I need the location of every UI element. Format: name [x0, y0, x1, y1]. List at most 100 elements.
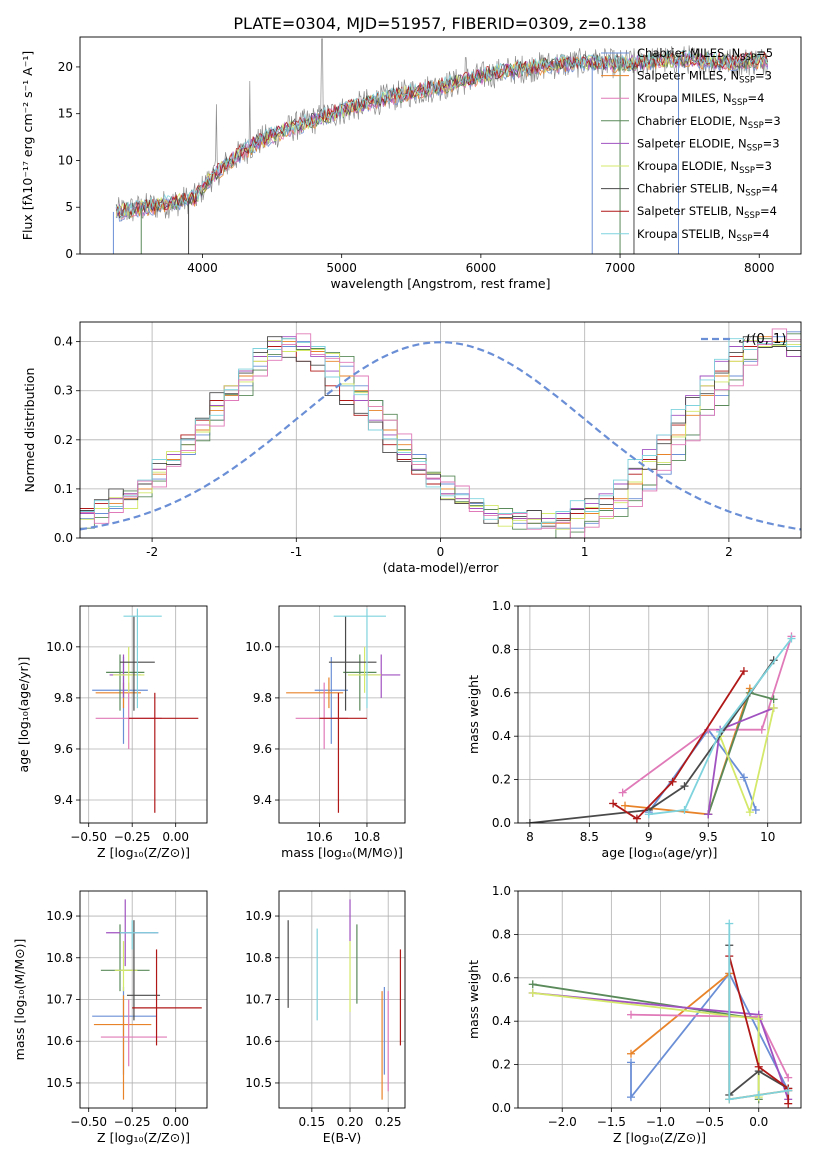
plus-marker	[528, 980, 537, 989]
plot-area	[279, 891, 405, 1108]
plus-marker	[784, 1086, 793, 1095]
spectrum-model-3	[115, 51, 768, 220]
errorbar-point	[319, 692, 367, 813]
x-axis-label: wavelength [Angstrom, rest frame]	[330, 276, 550, 291]
x-tick-label: 7000	[605, 261, 636, 275]
spectrum-model-9	[115, 49, 768, 218]
plus-marker	[627, 1010, 636, 1019]
errorbar-point	[286, 677, 344, 709]
y-axis-label: Normed distribution	[22, 368, 37, 493]
plus-marker	[680, 805, 689, 814]
plot-area	[279, 606, 405, 823]
plus-marker	[751, 805, 760, 814]
plus-marker	[621, 801, 630, 810]
y-tick-label: 0.2	[492, 1058, 511, 1072]
y-tick-label: 0.4	[54, 335, 73, 349]
spectrum-panel: 4000 5000 6000 7000 8000 0 5 10 15 20 wavelength […	[20, 36, 802, 291]
x-tick-label: −0.5	[695, 1115, 724, 1129]
y-tick-label: 9.4	[253, 793, 272, 807]
plus-marker	[627, 1049, 636, 1058]
x-tick-label: 9.5	[699, 830, 718, 844]
mass-weight-vs-age-panel: 8 8.5 9 9.5 10 0.0 0.2 0.4 0.6 0.8 1.0 age [log₁₀(a…	[466, 599, 802, 860]
errorbar-point	[126, 920, 161, 1021]
plus-marker	[618, 788, 627, 797]
residual-histogram-8	[80, 338, 801, 529]
x-axis-label: E(B-V)	[323, 1130, 362, 1145]
y-tick-label: 1.0	[492, 884, 511, 898]
x-tick-label: 10	[760, 830, 775, 844]
y-tick-label: 10.6	[245, 1034, 272, 1048]
plus-marker	[787, 634, 796, 643]
plus-marker	[680, 782, 689, 791]
errorbar-point	[128, 692, 199, 813]
errorbar-point	[328, 616, 377, 711]
x-tick-label: 0.25	[375, 1115, 402, 1129]
y-tick-label: 9.4	[54, 793, 73, 807]
y-tick-label: 10.0	[46, 640, 73, 654]
mass-weight-line-8	[612, 670, 745, 820]
errorbar-point	[113, 646, 145, 693]
plus-marker	[784, 1073, 793, 1082]
plus-marker	[627, 1093, 636, 1102]
residual-histogram-panel: -2 -1 0 1 2 0.0 0.1 0.2 0.3 0.4 (data-model)/error…	[22, 321, 802, 575]
y-tick-label: 10.0	[245, 640, 272, 654]
plus-marker	[632, 814, 641, 823]
mass-vs-ebv-panel: 0.15 0.20 0.25 10.5 10.6 10.7 10.8 10.9 E(B-V)	[245, 890, 406, 1145]
y-tick-label: 0.6	[492, 971, 511, 985]
plus-marker	[769, 695, 778, 704]
figure-title: PLATE=0304, MJD=51957, FIBERID=0309, z=0…	[233, 14, 646, 33]
y-tick-label: 10.5	[46, 1076, 73, 1090]
plus-marker	[725, 1095, 734, 1104]
y-tick-label: 0.0	[492, 816, 511, 830]
y-axis-label: mass weight	[466, 675, 481, 754]
legend-entry: Kroupa ELODIE, NSSP=3	[637, 159, 772, 176]
y-tick-label: 0.8	[492, 927, 511, 941]
errorbar-point	[347, 646, 382, 693]
axes-frame	[79, 321, 802, 539]
y-tick-label: 10.9	[46, 909, 73, 923]
y-tick-label: 0.2	[54, 433, 73, 447]
legend-entry: Kroupa STELIB, NSSP=4	[637, 227, 769, 244]
errorbar-point	[314, 657, 348, 744]
x-tick-label: −1.0	[646, 1115, 675, 1129]
x-tick-label: 5000	[326, 261, 357, 275]
y-tick-label: 10.6	[46, 1034, 73, 1048]
plus-marker	[704, 810, 713, 819]
x-tick-label: 0	[437, 545, 445, 559]
plus-marker	[754, 1090, 763, 1099]
x-tick-label: −0.50	[70, 1115, 107, 1129]
mass-weight-line-7	[529, 659, 775, 823]
plot-area	[112, 38, 768, 254]
x-tick-label: −0.50	[70, 830, 107, 844]
x-tick-label: 4000	[187, 261, 218, 275]
mass-vs-metallicity-panel: −0.50 −0.25 0.00 10.5 10.6 10.7 10.8 10.9 Z [log…	[12, 890, 208, 1145]
x-axis-label: Z [log₁₀(Z/Z⊙)]	[97, 1130, 190, 1145]
axes-frame	[517, 605, 802, 824]
x-tick-label: 10.8	[354, 830, 381, 844]
plus-marker	[745, 808, 754, 817]
x-tick-label: 0.00	[162, 830, 189, 844]
y-tick-label: 0.4	[492, 1014, 511, 1028]
legend-entry: Salpeter ELODIE, NSSP=3	[637, 136, 780, 153]
x-tick-label: −2.0	[548, 1115, 577, 1129]
y-tick-label: 10.8	[245, 951, 272, 965]
x-axis-label: (data-model)/error	[383, 560, 500, 575]
age-vs-mass-panel: 10.6 10.8 9.4 9.6 9.8 10.0 mass [log₁₀(M/M⊙)]	[245, 605, 406, 860]
plus-marker	[769, 703, 778, 712]
plus-marker	[716, 727, 725, 736]
x-axis-label: Z [log₁₀(Z/Z⊙)]	[97, 845, 190, 860]
x-tick-label: 8.5	[580, 830, 599, 844]
x-tick-label: −1.5	[597, 1115, 626, 1129]
axes-frame	[517, 890, 802, 1109]
plot-area	[80, 606, 207, 823]
plus-marker	[668, 777, 677, 786]
legend-entry: 𝒩(0, 1)	[739, 332, 786, 347]
y-tick-label: 9.8	[54, 691, 73, 705]
x-tick-label: 2	[725, 545, 733, 559]
age-vs-metallicity-panel: −0.50 −0.25 0.00 9.4 9.6 9.8 10.0 Z [log₁₀(Z/Z⊙…	[16, 605, 208, 860]
plus-marker	[609, 799, 618, 808]
mass-weight-line-9	[648, 637, 793, 816]
x-tick-label: 0.15	[298, 1115, 325, 1129]
y-tick-label: 0.2	[492, 773, 511, 787]
